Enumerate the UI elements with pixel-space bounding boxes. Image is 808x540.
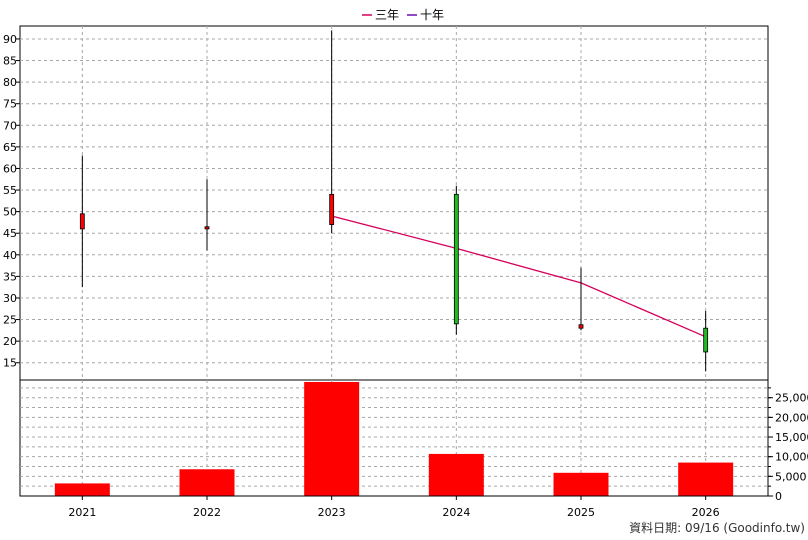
price-y-tick-label: 55 <box>3 184 17 197</box>
series-line-three-year <box>331 215 706 338</box>
price-y-tick-label: 25 <box>3 314 17 327</box>
legend-label-three-year: 三年 <box>375 8 399 22</box>
price-y-tick-label: 40 <box>3 249 17 262</box>
price-y-tick-label: 80 <box>3 76 17 89</box>
price-y-tick-label: 50 <box>3 206 17 219</box>
volume-y-tick-label: 10,000 <box>775 451 808 464</box>
price-y-tick-label: 35 <box>3 270 17 283</box>
price-y-tick-label: 65 <box>3 141 17 154</box>
x-axis: 2021 2022 2023 2024 2025 2026 <box>68 496 720 519</box>
candle-body <box>204 226 210 230</box>
price-y-tick-label: 15 <box>3 357 17 370</box>
volume-bar <box>678 462 734 496</box>
volume-bar <box>553 472 609 496</box>
price-panel: 15 20 25 30 35 40 45 50 55 60 65 70 75 80 85 90 <box>3 25 769 381</box>
price-y-tick-label: 45 <box>3 227 17 240</box>
volume-bar <box>54 483 110 496</box>
source-note: 資料日期: 09/16 (Goodinfo.tw) <box>629 521 805 535</box>
candle-body <box>578 324 584 329</box>
volume-bar <box>179 469 235 496</box>
candle-body <box>79 213 85 230</box>
volume-y-tick-label: 20,000 <box>775 411 808 424</box>
price-plot-frame <box>19 25 769 381</box>
volume-y-tick-label: 0 <box>775 490 782 503</box>
volume-bar <box>304 381 360 496</box>
x-tick-label: 2023 <box>318 506 346 519</box>
volume-y-tick-label: 15,000 <box>775 431 808 444</box>
x-tick-label: 2026 <box>692 506 720 519</box>
volume-y-tick-label: 25,000 <box>775 392 808 405</box>
legend: 三年 十年 <box>362 8 444 22</box>
volume-bar <box>428 453 484 496</box>
candle-body <box>703 327 709 353</box>
volume-y-tick-label: 5,000 <box>775 470 807 483</box>
volume-panel: 0 5,000 10,000 15,000 20,000 25,000 <box>19 379 808 503</box>
x-tick-label: 2024 <box>442 506 470 519</box>
x-tick-label: 2025 <box>567 506 595 519</box>
x-tick-label: 2021 <box>68 506 96 519</box>
x-tick-label: 2022 <box>193 506 221 519</box>
price-y-tick-label: 75 <box>3 98 17 111</box>
price-y-tick-label: 70 <box>3 119 17 132</box>
price-y-tick-label: 90 <box>3 33 17 46</box>
price-y-tick-label: 85 <box>3 55 17 68</box>
candle-body <box>329 193 335 225</box>
price-y-tick-label: 20 <box>3 335 17 348</box>
legend-label-ten-year: 十年 <box>420 8 444 22</box>
candle-body <box>453 193 459 325</box>
price-y-tick-label: 30 <box>3 292 17 305</box>
price-y-tick-label: 60 <box>3 162 17 175</box>
